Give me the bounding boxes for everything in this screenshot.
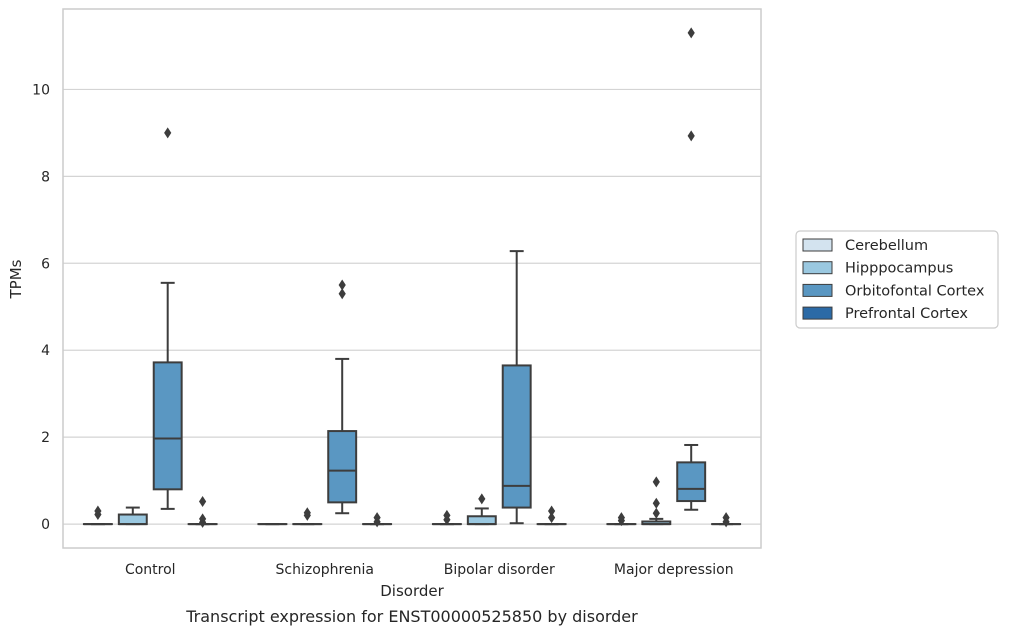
outlier-point (548, 505, 556, 517)
chart-caption: Transcript expression for ENST0000052585… (185, 607, 638, 626)
legend-swatch (802, 238, 833, 252)
plot-frame (62, 8, 762, 549)
box-group (117, 506, 148, 526)
legend-label: Hipppocampus (845, 261, 953, 277)
outlier-point (548, 512, 556, 524)
x-tick-label: Schizophrenia (276, 562, 374, 578)
legend-frame (795, 230, 999, 329)
outlier-point (164, 127, 172, 139)
outlier-point (199, 495, 207, 507)
legend: Cerebellum Hipppocampus Orbitofontal Corte… (795, 230, 999, 329)
x-tick-labels: Control Schizophrenia Bipolar disorder Majo… (125, 562, 734, 578)
legend-label: Orbitofontal Cortex (845, 283, 985, 299)
y-tick-label: 4 (41, 343, 50, 359)
box-group (711, 512, 742, 528)
box-group (362, 512, 393, 528)
outlier-point (617, 512, 625, 524)
box-iqr (327, 430, 358, 504)
box-iqr (466, 515, 497, 526)
y-tick-label: 8 (41, 169, 50, 185)
y-tick-label: 6 (41, 256, 50, 272)
outlier-point (652, 497, 660, 509)
box-group (292, 507, 323, 526)
outlier-point (722, 512, 730, 524)
legend-swatch (802, 306, 833, 320)
box-iqr (152, 361, 183, 491)
outlier-point (687, 27, 695, 39)
box-iqr (676, 461, 707, 503)
outlier-point (338, 288, 346, 300)
outlier-point (303, 507, 311, 519)
box-group (187, 495, 218, 528)
outlier-point (94, 505, 102, 517)
x-tick-label: Major depression (614, 562, 734, 578)
outlier-point (652, 476, 660, 488)
outlier-point (652, 507, 660, 519)
legend-label: Prefrontal Cortex (845, 306, 968, 322)
outlier-point (443, 509, 451, 521)
legend-swatch (802, 261, 833, 275)
y-tick-label: 2 (41, 430, 50, 446)
legend-swatch (802, 283, 833, 297)
box-group (676, 27, 707, 511)
legend-label: Cerebellum (845, 238, 928, 254)
outlier-point (687, 130, 695, 142)
outlier-point (338, 279, 346, 291)
box-group (82, 505, 113, 526)
y-tick-labels: 0 2 4 6 8 10 (32, 82, 50, 533)
y-axis-title: TPMs (7, 259, 25, 299)
box-iqr (117, 513, 148, 526)
box-plot-area (82, 27, 742, 528)
box-group (641, 476, 672, 526)
box-group (536, 505, 567, 526)
box-group (327, 279, 358, 515)
box-group (431, 509, 462, 526)
y-tick-label: 0 (41, 517, 50, 533)
box-group (606, 512, 637, 527)
outlier-point (373, 512, 381, 524)
x-tick-label: Control (125, 562, 176, 578)
x-tick-label: Bipolar disorder (444, 562, 555, 578)
outlier-point (199, 513, 207, 525)
x-axis-title: Disorder (380, 582, 444, 600)
box-group (501, 250, 532, 525)
box-group (152, 127, 183, 510)
outlier-point (478, 493, 486, 505)
y-tick-label: 10 (32, 82, 50, 98)
box-group (466, 493, 497, 526)
box-iqr (501, 364, 532, 509)
